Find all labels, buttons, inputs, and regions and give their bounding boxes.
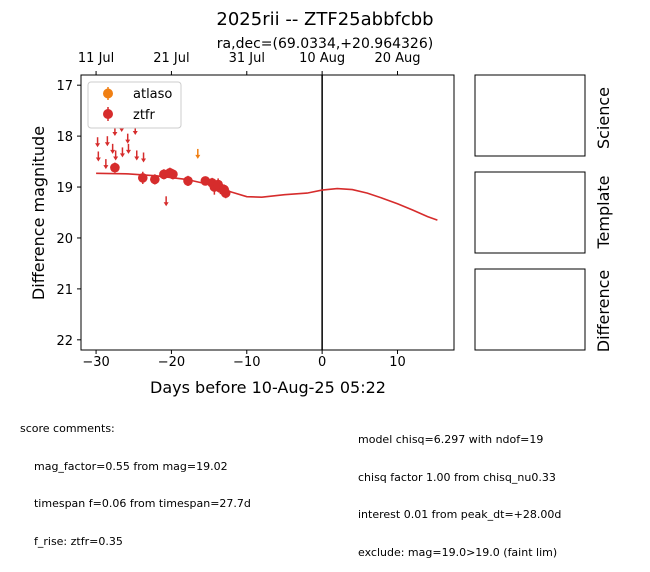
score-comments: score comments: mag_factor=0.55 from mag… bbox=[20, 398, 251, 561]
upper-limit-arrow bbox=[104, 142, 110, 147]
upper-limit-arrow bbox=[95, 157, 101, 162]
upper-limit-arrow bbox=[103, 165, 109, 170]
difference-panel bbox=[474, 268, 586, 351]
top-tick-label: 21 Jul bbox=[153, 51, 189, 66]
legend-label-ztfr: ztfr bbox=[133, 108, 155, 123]
upper-limit-arrow bbox=[132, 131, 138, 135]
plot-frame bbox=[80, 74, 455, 351]
template-panel bbox=[474, 171, 586, 254]
model-comment-line: interest 0.01 from peak_dt=+28.00d bbox=[358, 508, 562, 521]
top-tick-label: 20 Aug bbox=[374, 51, 420, 66]
science-panel-label: Science bbox=[594, 87, 613, 149]
y-tick-label: 17 bbox=[56, 79, 73, 94]
y-tick-label: 20 bbox=[56, 232, 73, 247]
detection-point bbox=[168, 169, 178, 180]
upper-limit-arrow bbox=[110, 149, 116, 154]
upper-limit-arrow bbox=[195, 154, 201, 159]
upper-limit-arrow bbox=[112, 132, 118, 137]
legend: atlaso ztfr bbox=[87, 81, 182, 129]
upper-limit-arrow bbox=[95, 143, 101, 148]
lightcurve-figure: 2025rii -- ZTF25abbfcbb ra,dec=(69.0334,… bbox=[29, 9, 613, 397]
x-tick-label: 0 bbox=[318, 355, 326, 370]
chart-subtitle: ra,dec=(69.0334,+20.964326) bbox=[217, 36, 433, 52]
detection-point bbox=[220, 188, 231, 198]
upper-limit-arrow bbox=[141, 158, 147, 163]
model-comments: model chisq=6.297 with ndof=19 chisq fac… bbox=[358, 409, 561, 572]
x-tick-label: −20 bbox=[158, 355, 185, 370]
score-comment-line: score comments: bbox=[20, 422, 115, 435]
science-panel bbox=[474, 74, 586, 157]
score-comment-line: f_rise: ztfr=0.35 bbox=[20, 534, 123, 548]
score-comment-line: mag_factor=0.55 from mag=19.02 bbox=[20, 459, 228, 473]
image-panels: Science Template Difference bbox=[474, 74, 613, 352]
top-tick-label: 31 Jul bbox=[229, 51, 265, 66]
difference-panel-label: Difference bbox=[594, 270, 613, 352]
y-tick-label: 22 bbox=[56, 334, 73, 349]
x-tick-label: 10 bbox=[389, 355, 406, 370]
upper-limit-arrow bbox=[119, 127, 125, 132]
y-tick-label: 18 bbox=[56, 130, 73, 145]
upper-limit-arrow bbox=[163, 202, 169, 207]
y-tick-label: 21 bbox=[56, 283, 73, 298]
legend-marker-atlaso bbox=[103, 88, 113, 99]
top-tick-label: 10 Aug bbox=[299, 51, 345, 66]
detection-point bbox=[137, 173, 148, 183]
chart-title: 2025rii -- ZTF25abbfcbb bbox=[216, 9, 433, 30]
detection-point bbox=[183, 176, 193, 186]
x-axis-label: Days before 10-Aug-25 05:22 bbox=[150, 378, 386, 397]
x-tick-label: −10 bbox=[233, 355, 260, 370]
model-comment-line: exclude: mag=19.0>19.0 (faint lim) bbox=[358, 545, 558, 559]
y-tick-label: 19 bbox=[56, 181, 73, 196]
model-curve bbox=[96, 172, 438, 221]
upper-limit-arrow bbox=[125, 149, 131, 154]
legend-label-atlaso: atlaso bbox=[133, 87, 172, 102]
model-comment-line: chisq factor 1.00 from chisq_nu0.33 bbox=[358, 470, 556, 484]
upper-limit-arrow bbox=[119, 153, 125, 158]
upper-limit-arrow bbox=[134, 156, 140, 161]
template-panel-label: Template bbox=[594, 175, 613, 249]
upper-limit-arrow bbox=[125, 139, 131, 144]
top-tick-label: 11 Jul bbox=[78, 51, 114, 66]
model-comment-line: model chisq=6.297 with ndof=19 bbox=[358, 433, 544, 446]
y-axis-label: Difference magnitude bbox=[29, 126, 48, 300]
detection-point bbox=[110, 162, 120, 173]
plot-area: −30 −20 −10 0 10 11 Jul 21 Jul 31 Jul 10 Aug 20 A… bbox=[56, 51, 455, 370]
legend-marker-ztfr bbox=[103, 109, 113, 119]
upper-limit-arrow bbox=[113, 156, 119, 161]
detection-point bbox=[150, 174, 160, 185]
x-tick-label: −30 bbox=[82, 355, 109, 370]
